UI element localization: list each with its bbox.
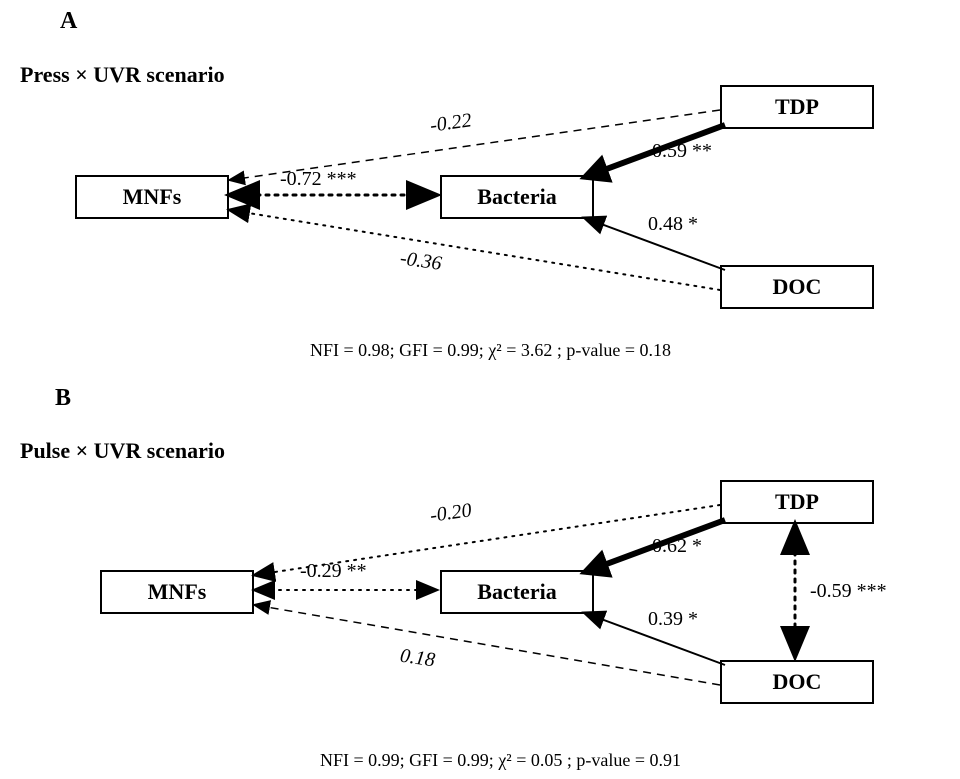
edge-label-b-5: 0.18 (399, 645, 437, 673)
node-b-tdp: TDP (720, 480, 874, 524)
figure-root: A Press × UVR scenario NFI = 0.98; GFI =… (0, 0, 960, 779)
edge-label-a-4: -0.36 (399, 247, 443, 276)
edge-label-b-2: 0.62 * (652, 535, 702, 558)
panel-b-title: Pulse × UVR scenario (20, 438, 225, 464)
edge-label-a-0: -0.22 (429, 109, 473, 138)
node-a-bacteria: Bacteria (440, 175, 594, 219)
node-a-tdp: TDP (720, 85, 874, 129)
edge-label-b-4: -0.59 *** (810, 580, 887, 603)
edge-label-b-0: -0.20 (429, 499, 473, 528)
edge-label-a-1: -0.72 *** (280, 168, 357, 191)
panel-a-letter: A (60, 8, 77, 35)
node-b-doc: DOC (720, 660, 874, 704)
edge-label-a-2: 0.59 ** (652, 140, 712, 163)
edge-label-b-3: 0.39 * (648, 608, 698, 631)
edge-label-b-1: -0.29 ** (300, 560, 367, 583)
node-a-doc: DOC (720, 265, 874, 309)
node-b-mnfs: MNFs (100, 570, 254, 614)
node-b-bacteria: Bacteria (440, 570, 594, 614)
panel-b-stats: NFI = 0.99; GFI = 0.99; χ² = 0.05 ; p-va… (320, 750, 681, 771)
node-a-mnfs: MNFs (75, 175, 229, 219)
panel-a-title: Press × UVR scenario (20, 62, 225, 88)
panel-b-letter: B (55, 385, 71, 412)
panel-a-stats: NFI = 0.98; GFI = 0.99; χ² = 3.62 ; p-va… (310, 340, 671, 361)
edge-label-a-3: 0.48 * (648, 213, 698, 236)
